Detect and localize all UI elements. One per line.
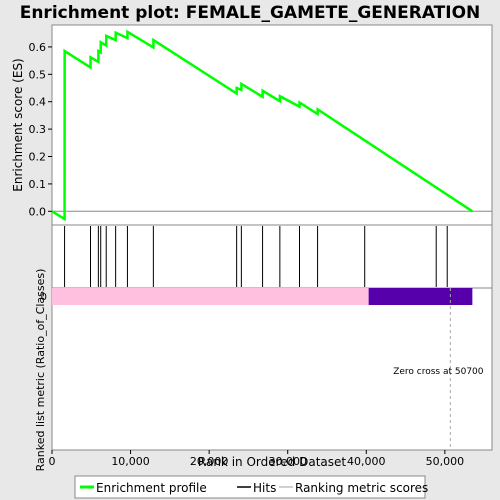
ranking-metric-negative-bar: [368, 288, 473, 305]
x-tick-label: 10,000: [111, 455, 150, 468]
chart-title: Enrichment plot: FEMALE_GAMETE_GENERATIO…: [20, 3, 481, 23]
legend-ranking-metric-label: Ranking metric scores: [295, 481, 428, 495]
x-tick-label: 50,000: [426, 455, 465, 468]
hits-panel: [51, 224, 493, 289]
es-y-tick-label: 0.0: [29, 205, 47, 218]
es-y-tick-label: 0.1: [29, 178, 47, 191]
es-y-axis-label: Enrichment score (ES): [11, 58, 25, 191]
metric-y-tick-label: 0: [41, 292, 47, 303]
legend-hits-label: Hits: [253, 481, 276, 495]
zero-cross-annotation: Zero cross at 50700: [393, 367, 484, 377]
es-y-tick-label: 0.6: [29, 41, 47, 54]
es-y-tick-label: 0.2: [29, 151, 47, 164]
legend-enrichment-profile-label: Enrichment profile: [96, 481, 207, 495]
ranking-metric-positive-bar: [52, 288, 369, 305]
es-y-tick-label: 0.3: [29, 123, 47, 136]
x-tick-label: 40,000: [347, 455, 386, 468]
ranking-metric-panel: [51, 287, 493, 451]
es-y-tick-label: 0.4: [29, 96, 47, 109]
enrichment-profile-line: [51, 29, 474, 222]
es-panel: [51, 24, 493, 226]
x-tick-label: 0: [49, 455, 56, 468]
es-y-tick-label: 0.5: [29, 68, 47, 81]
metric-y-axis-label: Ranked list metric (Ratio_of_Classes): [34, 269, 47, 472]
x-tick-label: 30,000: [268, 455, 307, 468]
x-tick-label: 20,000: [190, 455, 229, 468]
x-axis-label: Rank in Ordered Dataset: [198, 455, 346, 469]
